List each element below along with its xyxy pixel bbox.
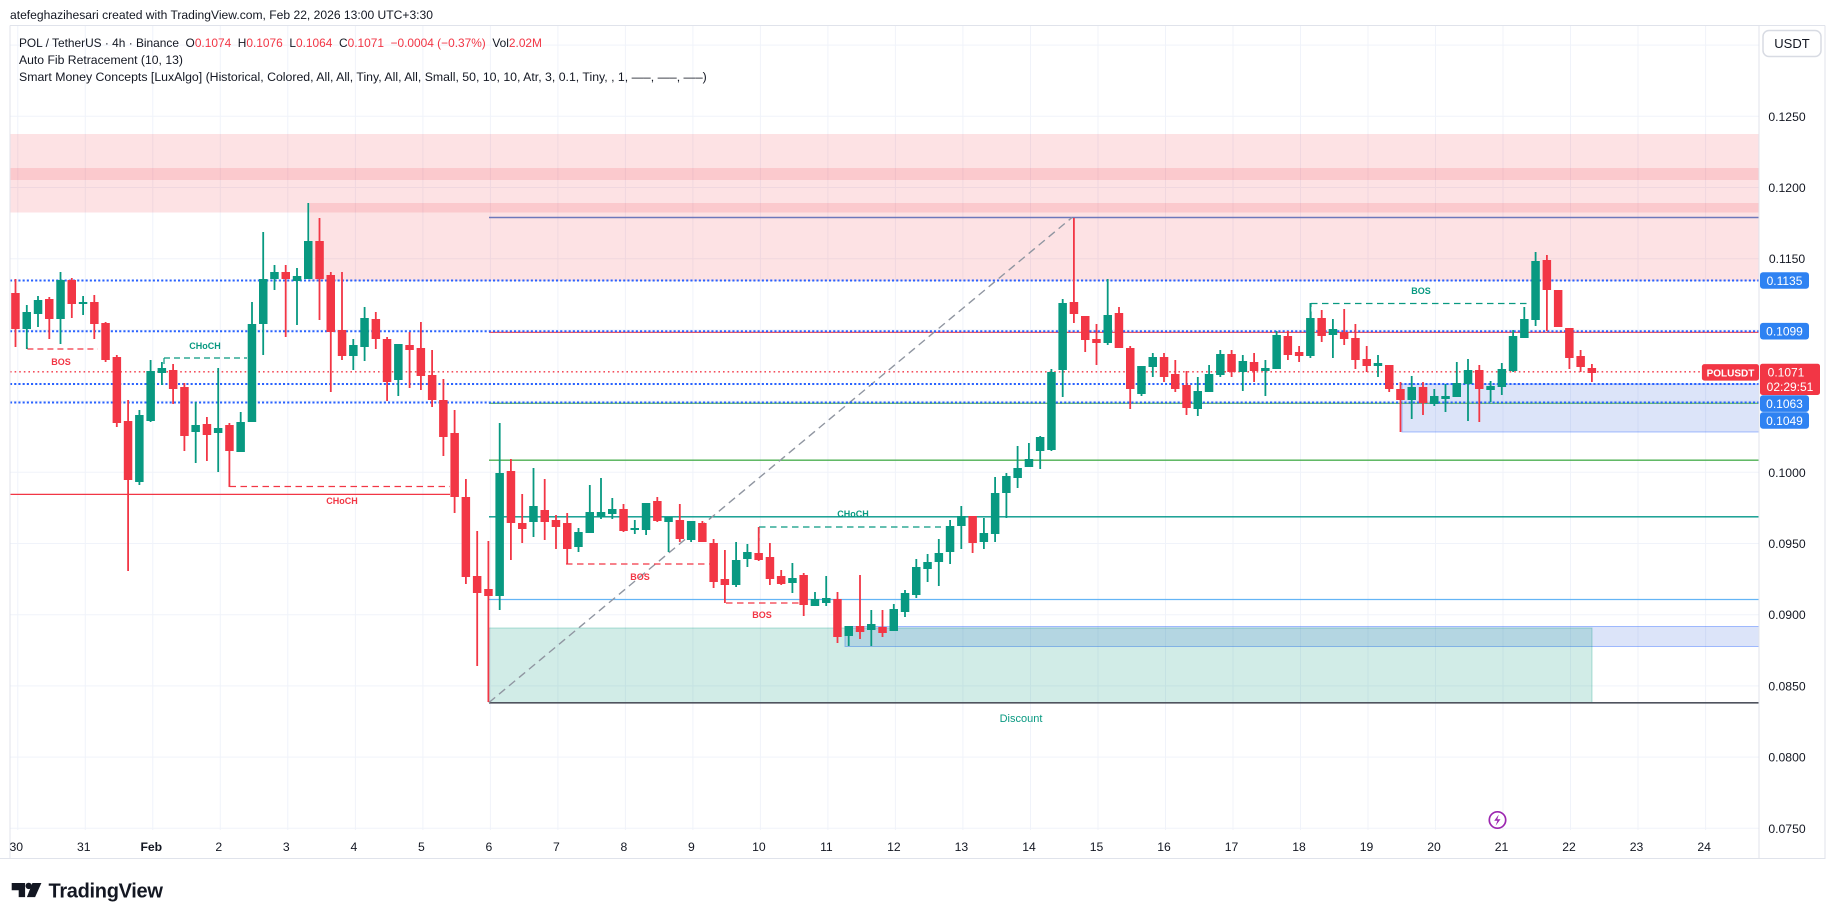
svg-text:0.0900: 0.0900 — [1768, 608, 1805, 622]
svg-text:7: 7 — [553, 840, 560, 854]
svg-text:23: 23 — [1630, 840, 1644, 854]
svg-text:0.1063: 0.1063 — [1766, 397, 1803, 411]
svg-text:BOS: BOS — [630, 572, 650, 582]
svg-text:CHoCH: CHoCH — [837, 509, 869, 519]
svg-text:15: 15 — [1090, 840, 1104, 854]
svg-text:BOS: BOS — [51, 357, 71, 367]
svg-text:Discount: Discount — [1000, 713, 1043, 725]
svg-text:0.1250: 0.1250 — [1768, 110, 1805, 124]
svg-text:0.0750: 0.0750 — [1768, 822, 1805, 836]
svg-text:0.1000: 0.1000 — [1768, 466, 1805, 480]
svg-text:0.1200: 0.1200 — [1768, 181, 1805, 195]
svg-text:USDT: USDT — [1774, 36, 1809, 51]
svg-text:0.0850: 0.0850 — [1768, 679, 1805, 693]
svg-text:0.0950: 0.0950 — [1768, 537, 1805, 551]
svg-text:20: 20 — [1427, 840, 1441, 854]
svg-text:Smart Money Concepts [LuxAlgo]: Smart Money Concepts [LuxAlgo] (Historic… — [19, 70, 707, 84]
svg-text:6: 6 — [486, 840, 493, 854]
svg-text:18: 18 — [1292, 840, 1306, 854]
svg-text:3: 3 — [283, 840, 290, 854]
svg-text:0.0800: 0.0800 — [1768, 751, 1805, 765]
svg-text:10: 10 — [752, 840, 766, 854]
svg-text:0.1049: 0.1049 — [1766, 414, 1803, 428]
svg-text:CHoCH: CHoCH — [326, 496, 358, 506]
svg-text:TradingView: TradingView — [49, 881, 164, 903]
svg-text:0.1071: 0.1071 — [1768, 366, 1805, 380]
svg-text:02:29:51: 02:29:51 — [1767, 380, 1814, 394]
svg-text:0.1099: 0.1099 — [1766, 325, 1803, 339]
svg-text:POLUSDT: POLUSDT — [1707, 368, 1755, 379]
svg-text:4: 4 — [351, 840, 358, 854]
svg-text:17: 17 — [1225, 840, 1239, 854]
svg-text:31: 31 — [77, 840, 91, 854]
svg-text:19: 19 — [1360, 840, 1374, 854]
svg-text:2: 2 — [215, 840, 222, 854]
svg-text:BOS: BOS — [1411, 286, 1431, 296]
svg-text:Auto Fib Retracement (10, 13): Auto Fib Retracement (10, 13) — [19, 53, 183, 67]
svg-text:8: 8 — [621, 840, 628, 854]
svg-text:22: 22 — [1562, 840, 1576, 854]
svg-text:12: 12 — [887, 840, 901, 854]
svg-text:Feb: Feb — [140, 840, 162, 854]
svg-text:11: 11 — [820, 840, 833, 854]
svg-text:0.1150: 0.1150 — [1769, 252, 1806, 266]
svg-text:CHoCH: CHoCH — [189, 341, 221, 351]
svg-text:24: 24 — [1697, 840, 1711, 854]
svg-text:16: 16 — [1157, 840, 1171, 854]
svg-text:atefeghazihesari created with: atefeghazihesari created with TradingVie… — [10, 8, 433, 22]
svg-text:BOS: BOS — [752, 610, 772, 620]
svg-text:9: 9 — [688, 840, 695, 854]
svg-text:POL / TetherUS · 4h · Binance: POL / TetherUS · 4h · Binance O0.1074 H0… — [19, 36, 542, 50]
svg-text:14: 14 — [1022, 840, 1036, 854]
svg-text:13: 13 — [955, 840, 969, 854]
svg-text:21: 21 — [1495, 840, 1509, 854]
svg-text:0.1135: 0.1135 — [1767, 274, 1803, 288]
svg-text:5: 5 — [418, 840, 425, 854]
svg-text:30: 30 — [10, 840, 24, 854]
